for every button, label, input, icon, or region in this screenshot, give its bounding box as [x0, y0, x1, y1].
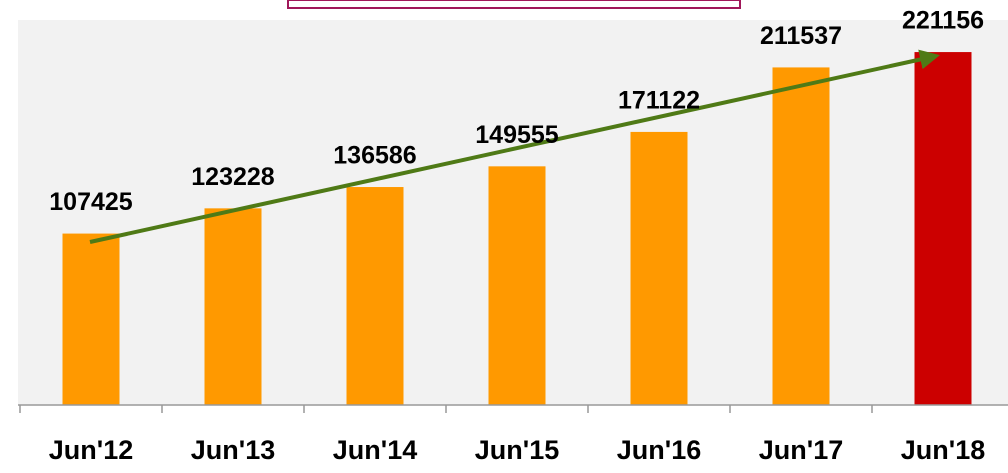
value-label: 107425: [49, 188, 133, 216]
x-tick-label: Jun'12: [49, 435, 133, 465]
x-tick-label: Jun'14: [333, 435, 417, 465]
bar: [488, 166, 546, 405]
value-label: 149555: [475, 121, 559, 149]
trend-arrow: [89, 49, 940, 244]
title-box: [287, 0, 741, 9]
bar: [914, 52, 972, 405]
x-tick-label: Jun'17: [759, 435, 843, 465]
x-tick-label: Jun'16: [617, 435, 701, 465]
value-label: 221156: [902, 7, 984, 35]
x-tick-label: Jun'18: [901, 435, 985, 465]
value-label: 171122: [618, 87, 700, 115]
value-label: 123228: [191, 163, 275, 191]
bar: [772, 67, 830, 405]
bar: [62, 233, 120, 405]
x-tick-label: Jun'13: [191, 435, 275, 465]
bar: [346, 187, 404, 405]
bar: [204, 208, 262, 405]
value-label: 211537: [760, 22, 842, 50]
bars: [62, 52, 972, 406]
bar: [630, 131, 688, 406]
x-tick-label: Jun'15: [475, 435, 559, 465]
value-label: 136586: [333, 142, 416, 170]
